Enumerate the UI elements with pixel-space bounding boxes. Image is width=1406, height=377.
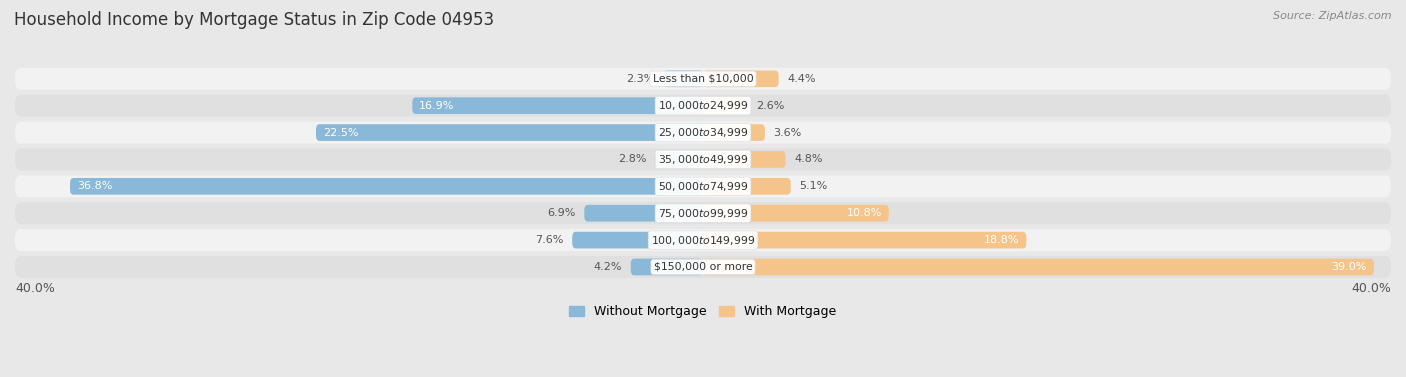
FancyBboxPatch shape	[664, 70, 703, 87]
FancyBboxPatch shape	[70, 178, 703, 195]
FancyBboxPatch shape	[15, 229, 1391, 251]
Text: Household Income by Mortgage Status in Zip Code 04953: Household Income by Mortgage Status in Z…	[14, 11, 494, 29]
Text: 2.8%: 2.8%	[617, 155, 647, 164]
Text: 16.9%: 16.9%	[419, 101, 454, 111]
Text: 39.0%: 39.0%	[1331, 262, 1367, 272]
FancyBboxPatch shape	[703, 97, 748, 114]
Text: 22.5%: 22.5%	[323, 127, 359, 138]
FancyBboxPatch shape	[585, 205, 703, 222]
Text: $35,000 to $49,999: $35,000 to $49,999	[658, 153, 748, 166]
Text: $75,000 to $99,999: $75,000 to $99,999	[658, 207, 748, 220]
FancyBboxPatch shape	[15, 121, 1391, 144]
Text: $25,000 to $34,999: $25,000 to $34,999	[658, 126, 748, 139]
FancyBboxPatch shape	[15, 202, 1391, 224]
FancyBboxPatch shape	[572, 232, 703, 248]
Text: 4.8%: 4.8%	[794, 155, 823, 164]
Text: 7.6%: 7.6%	[536, 235, 564, 245]
Text: 2.3%: 2.3%	[627, 74, 655, 84]
Text: $50,000 to $74,999: $50,000 to $74,999	[658, 180, 748, 193]
FancyBboxPatch shape	[631, 259, 703, 275]
Text: 5.1%: 5.1%	[800, 181, 828, 192]
Text: 2.6%: 2.6%	[756, 101, 785, 111]
FancyBboxPatch shape	[15, 175, 1391, 197]
Text: 36.8%: 36.8%	[77, 181, 112, 192]
Text: $100,000 to $149,999: $100,000 to $149,999	[651, 234, 755, 247]
FancyBboxPatch shape	[703, 124, 765, 141]
Text: 40.0%: 40.0%	[15, 282, 55, 295]
Text: 18.8%: 18.8%	[984, 235, 1019, 245]
Legend: Without Mortgage, With Mortgage: Without Mortgage, With Mortgage	[564, 300, 842, 323]
FancyBboxPatch shape	[703, 70, 779, 87]
FancyBboxPatch shape	[703, 178, 790, 195]
Text: Less than $10,000: Less than $10,000	[652, 74, 754, 84]
Text: Source: ZipAtlas.com: Source: ZipAtlas.com	[1274, 11, 1392, 21]
FancyBboxPatch shape	[412, 97, 703, 114]
Text: $10,000 to $24,999: $10,000 to $24,999	[658, 99, 748, 112]
FancyBboxPatch shape	[15, 68, 1391, 90]
Text: 10.8%: 10.8%	[846, 208, 882, 218]
FancyBboxPatch shape	[703, 151, 786, 168]
Text: 40.0%: 40.0%	[1351, 282, 1391, 295]
Text: 4.4%: 4.4%	[787, 74, 815, 84]
FancyBboxPatch shape	[655, 151, 703, 168]
FancyBboxPatch shape	[703, 232, 1026, 248]
Text: 6.9%: 6.9%	[547, 208, 575, 218]
Text: 3.6%: 3.6%	[773, 127, 801, 138]
FancyBboxPatch shape	[316, 124, 703, 141]
Text: $150,000 or more: $150,000 or more	[654, 262, 752, 272]
FancyBboxPatch shape	[15, 256, 1391, 278]
FancyBboxPatch shape	[15, 95, 1391, 117]
FancyBboxPatch shape	[15, 149, 1391, 170]
FancyBboxPatch shape	[703, 259, 1374, 275]
FancyBboxPatch shape	[703, 205, 889, 222]
Text: 4.2%: 4.2%	[593, 262, 623, 272]
